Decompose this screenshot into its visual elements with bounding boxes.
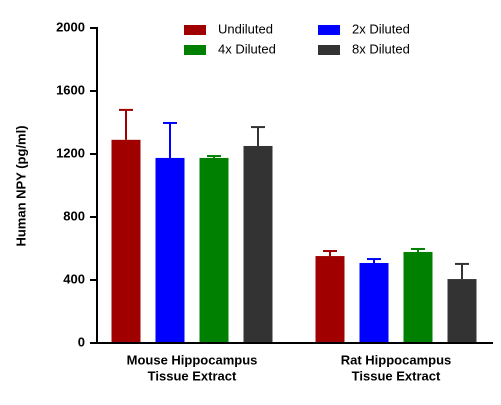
y-tick-label: 1200: [56, 145, 85, 160]
error-bar: [367, 258, 381, 263]
legend-swatch: [184, 25, 206, 35]
x-tick-label: Mouse Hippocampus: [127, 352, 258, 367]
error-bar: [323, 250, 337, 257]
error-bar: [163, 121, 177, 158]
bar: [359, 262, 389, 343]
bar: [155, 157, 185, 343]
y-tick-label: 800: [63, 208, 85, 223]
legend-label: Undiluted: [218, 21, 273, 36]
error-bar: [251, 126, 265, 146]
bar: [447, 279, 477, 343]
x-tick-label: Tissue Extract: [352, 368, 441, 383]
y-axis-label: Human NPY (pg/ml): [13, 125, 28, 246]
bar: [315, 256, 345, 343]
legend-label: 8x Diluted: [352, 41, 410, 56]
bar: [111, 139, 141, 343]
error-bar: [411, 247, 425, 252]
legend-swatch: [318, 25, 340, 35]
legend-swatch: [184, 45, 206, 55]
error-bar: [455, 262, 469, 280]
x-tick-label: Rat Hippocampus: [341, 352, 452, 367]
bar: [243, 145, 273, 343]
legend-swatch: [318, 45, 340, 55]
legend-label: 4x Diluted: [218, 41, 276, 56]
y-tick-label: 400: [63, 271, 85, 286]
legend-label: 2x Diluted: [352, 21, 410, 36]
x-tick-label: Tissue Extract: [148, 368, 237, 383]
error-bar: [119, 108, 133, 140]
y-tick-label: 1600: [56, 82, 85, 97]
bar: [199, 157, 229, 343]
bar: [403, 251, 433, 343]
error-bar: [207, 155, 221, 158]
y-tick-label: 2000: [56, 19, 85, 34]
y-tick-label: 0: [78, 334, 85, 349]
